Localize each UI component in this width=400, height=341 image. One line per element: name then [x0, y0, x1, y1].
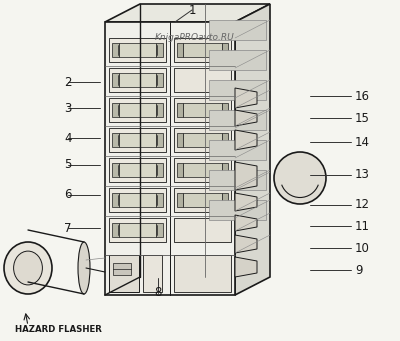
Bar	[156, 223, 163, 237]
Bar	[183, 163, 222, 177]
Bar	[183, 133, 222, 147]
Bar	[156, 103, 163, 117]
Bar	[119, 163, 156, 177]
Bar	[174, 158, 231, 182]
Bar	[174, 218, 231, 242]
Text: 6: 6	[64, 189, 72, 202]
Text: 9: 9	[355, 264, 362, 277]
Polygon shape	[235, 88, 257, 108]
Bar	[119, 103, 156, 117]
Bar	[156, 133, 163, 147]
Bar	[209, 170, 266, 190]
Bar	[109, 98, 166, 122]
Bar	[113, 263, 131, 275]
Text: 5: 5	[64, 159, 72, 172]
Polygon shape	[235, 130, 257, 150]
Bar	[209, 110, 266, 130]
Bar	[222, 43, 228, 57]
Polygon shape	[105, 4, 270, 22]
Bar	[209, 200, 266, 220]
Bar	[174, 98, 231, 122]
Polygon shape	[235, 4, 270, 295]
Bar	[174, 128, 231, 152]
Bar	[109, 188, 166, 212]
Bar	[177, 163, 183, 177]
Polygon shape	[105, 22, 235, 295]
Bar	[109, 128, 166, 152]
Bar	[177, 133, 183, 147]
Bar	[143, 255, 162, 292]
Bar	[112, 223, 119, 237]
Text: 12: 12	[355, 198, 370, 211]
Text: 10: 10	[355, 241, 370, 254]
Bar	[119, 73, 156, 87]
Text: 2: 2	[64, 75, 72, 89]
Bar	[156, 163, 163, 177]
Text: 3: 3	[64, 102, 72, 115]
Text: HAZARD FLASHER: HAZARD FLASHER	[14, 326, 102, 335]
Ellipse shape	[14, 251, 42, 285]
Text: KnigaPROavto.RU: KnigaPROavto.RU	[155, 33, 235, 43]
Bar	[183, 193, 222, 207]
Bar	[174, 188, 231, 212]
Bar	[222, 193, 228, 207]
Text: 13: 13	[355, 168, 370, 181]
Polygon shape	[235, 110, 257, 126]
Text: 8: 8	[154, 286, 162, 299]
Polygon shape	[235, 193, 257, 211]
Bar	[112, 163, 119, 177]
Bar	[222, 133, 228, 147]
Bar	[109, 158, 166, 182]
Bar	[183, 103, 222, 117]
Bar	[222, 103, 228, 117]
Bar	[174, 255, 231, 292]
Bar	[209, 50, 266, 70]
Bar	[209, 80, 266, 100]
Bar	[174, 38, 231, 62]
Bar	[112, 43, 119, 57]
Bar	[112, 73, 119, 87]
Polygon shape	[235, 215, 257, 231]
Bar	[183, 43, 222, 57]
Bar	[119, 223, 156, 237]
Bar	[209, 140, 266, 160]
Polygon shape	[235, 235, 257, 253]
Bar	[177, 43, 183, 57]
Bar	[156, 193, 163, 207]
Text: 4: 4	[64, 132, 72, 145]
Ellipse shape	[4, 242, 52, 294]
Bar	[177, 103, 183, 117]
Ellipse shape	[78, 242, 90, 294]
Bar	[174, 68, 231, 92]
Bar	[109, 255, 139, 292]
Text: 1: 1	[188, 3, 196, 16]
Text: 16: 16	[355, 89, 370, 103]
Text: 7: 7	[64, 222, 72, 235]
Polygon shape	[235, 257, 257, 277]
Bar	[222, 163, 228, 177]
Text: 14: 14	[355, 135, 370, 148]
Bar	[119, 43, 156, 57]
Text: 15: 15	[355, 112, 370, 124]
Bar	[109, 218, 166, 242]
Bar	[109, 68, 166, 92]
Polygon shape	[235, 162, 257, 190]
Bar	[119, 193, 156, 207]
Bar	[209, 20, 266, 40]
Bar	[112, 193, 119, 207]
Bar	[177, 193, 183, 207]
Bar	[156, 43, 163, 57]
Bar	[156, 73, 163, 87]
Bar	[119, 133, 156, 147]
Circle shape	[274, 152, 326, 204]
Bar	[109, 38, 166, 62]
Text: 11: 11	[355, 220, 370, 233]
Bar	[112, 133, 119, 147]
Bar	[112, 103, 119, 117]
